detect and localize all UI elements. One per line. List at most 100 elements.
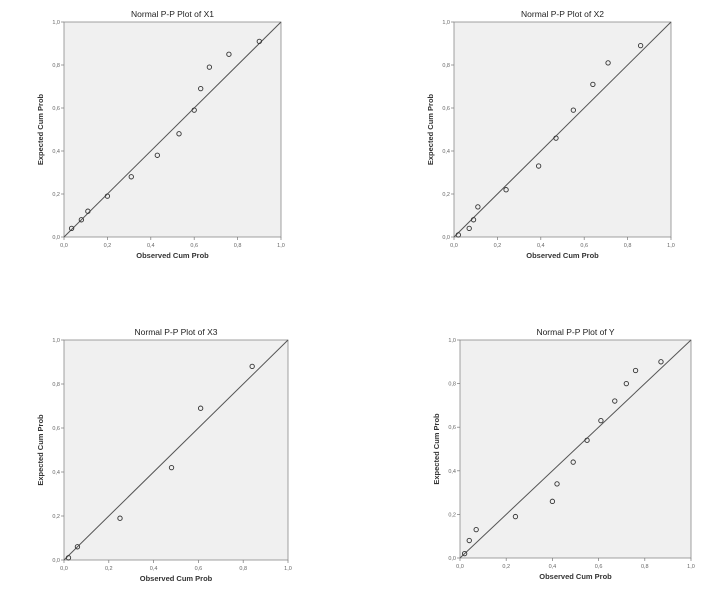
y-tick-label: 0,0 [442, 235, 450, 241]
x-tick-label: 0,6 [195, 566, 203, 572]
x-tick-label: 0,8 [234, 243, 242, 249]
pp-plot-1: Normal P-P Plot of X1 Observed Cum Prob Ex… [36, 9, 285, 260]
data-point [605, 60, 611, 66]
y-tick-label: 0,8 [448, 382, 456, 388]
x-tick-label: 0,6 [580, 243, 588, 249]
x-tick-label: 0,4 [537, 243, 545, 249]
data-point [85, 208, 91, 214]
data-point [191, 107, 197, 113]
x-tick-label: 0,2 [502, 564, 510, 570]
y-tick-label: 0,4 [52, 470, 60, 476]
data-point [503, 187, 509, 193]
data-point [584, 437, 590, 443]
x-tick-label: 0,6 [190, 243, 198, 249]
data-point [549, 498, 556, 504]
data-point [612, 398, 618, 404]
y-tick-label: 0,8 [52, 63, 60, 69]
y-tick-label: 0,4 [442, 149, 450, 155]
reference-line [63, 21, 282, 238]
data-point [176, 131, 182, 137]
data-point [475, 204, 481, 210]
data-point [535, 163, 542, 169]
y-tick-label: 0,6 [442, 106, 450, 112]
pp-plot-3: Normal P-P Plot of X3 Observed Cum Prob Ex… [36, 327, 292, 583]
y-tick-label: 1,0 [442, 20, 450, 26]
pp-plot-4: Normal P-P Plot of Y Observed Cum Prob Exp… [432, 327, 695, 581]
data-point [590, 81, 596, 88]
pp-plot-2: Normal P-P Plot of X2 Observed Cum Prob Ex… [426, 9, 675, 260]
y-tick-label: 0,4 [52, 149, 60, 155]
data-point [473, 527, 479, 533]
data-point [226, 51, 232, 57]
y-axis-label: Expected Cum Prob [36, 414, 45, 486]
y-axis-label: Expected Cum Prob [36, 93, 45, 165]
reference-line [459, 339, 692, 559]
x-tick-label: 0,4 [147, 243, 155, 249]
data-point [104, 193, 111, 199]
x-tick-label: 0,4 [549, 564, 557, 570]
x-tick-label: 0,0 [60, 243, 68, 249]
y-tick-label: 0,2 [442, 192, 450, 198]
x-axis-label: Observed Cum Prob [136, 251, 209, 260]
data-point [198, 86, 204, 92]
reference-line [63, 339, 289, 561]
data-point [117, 515, 123, 521]
data-point [632, 367, 639, 374]
data-point [206, 64, 213, 70]
x-tick-label: 0,2 [104, 243, 112, 249]
y-tick-label: 0,8 [442, 63, 450, 69]
data-point [78, 217, 85, 223]
x-tick-label: 0,8 [641, 564, 649, 570]
y-tick-label: 0,2 [448, 512, 456, 518]
y-tick-label: 0,8 [52, 382, 60, 388]
chart-title: Normal P-P Plot of X3 [135, 327, 218, 337]
x-tick-label: 0,8 [624, 243, 632, 249]
x-tick-label: 0,2 [105, 566, 113, 572]
data-point [512, 513, 519, 520]
x-tick-label: 0,6 [595, 564, 603, 570]
data-point [74, 544, 81, 550]
x-axis-label: Observed Cum Prob [526, 251, 599, 260]
y-tick-label: 0,2 [52, 192, 60, 198]
data-point [466, 225, 472, 232]
y-tick-label: 0,6 [448, 425, 456, 431]
data-point [461, 550, 468, 557]
data-point [570, 107, 576, 113]
data-point [598, 418, 604, 424]
data-point [256, 38, 262, 44]
chart-title: Normal P-P Plot of X2 [521, 9, 604, 19]
data-point [197, 405, 204, 411]
x-tick-label: 0,0 [456, 564, 464, 570]
y-tick-label: 0,2 [52, 514, 60, 520]
x-tick-label: 0,4 [150, 566, 158, 572]
y-axis-label: Expected Cum Prob [426, 93, 435, 165]
chart-title: Normal P-P Plot of X1 [131, 9, 214, 19]
x-axis-label: Observed Cum Prob [539, 572, 612, 581]
data-point [470, 217, 477, 223]
y-tick-label: 0,0 [52, 235, 60, 241]
data-point [68, 225, 75, 232]
y-tick-label: 0,6 [52, 106, 60, 112]
data-point [154, 152, 160, 158]
y-tick-label: 0,4 [448, 469, 456, 475]
y-axis-label: Expected Cum Prob [432, 413, 441, 485]
x-tick-label: 0,0 [60, 566, 68, 572]
data-point [554, 481, 560, 487]
x-tick-label: 0,0 [450, 243, 458, 249]
data-point [168, 464, 175, 471]
reference-line [453, 21, 672, 238]
x-tick-label: 1,0 [277, 243, 285, 249]
data-point [128, 174, 134, 180]
x-tick-label: 0,2 [494, 243, 502, 249]
data-point [570, 459, 576, 465]
data-point [553, 135, 559, 141]
data-point [455, 232, 461, 238]
x-tick-label: 1,0 [687, 564, 695, 570]
x-tick-label: 1,0 [284, 566, 292, 572]
y-tick-label: 0,0 [52, 558, 60, 564]
x-axis-label: Observed Cum Prob [140, 574, 213, 583]
x-tick-label: 0,8 [239, 566, 247, 572]
data-point [65, 555, 72, 561]
